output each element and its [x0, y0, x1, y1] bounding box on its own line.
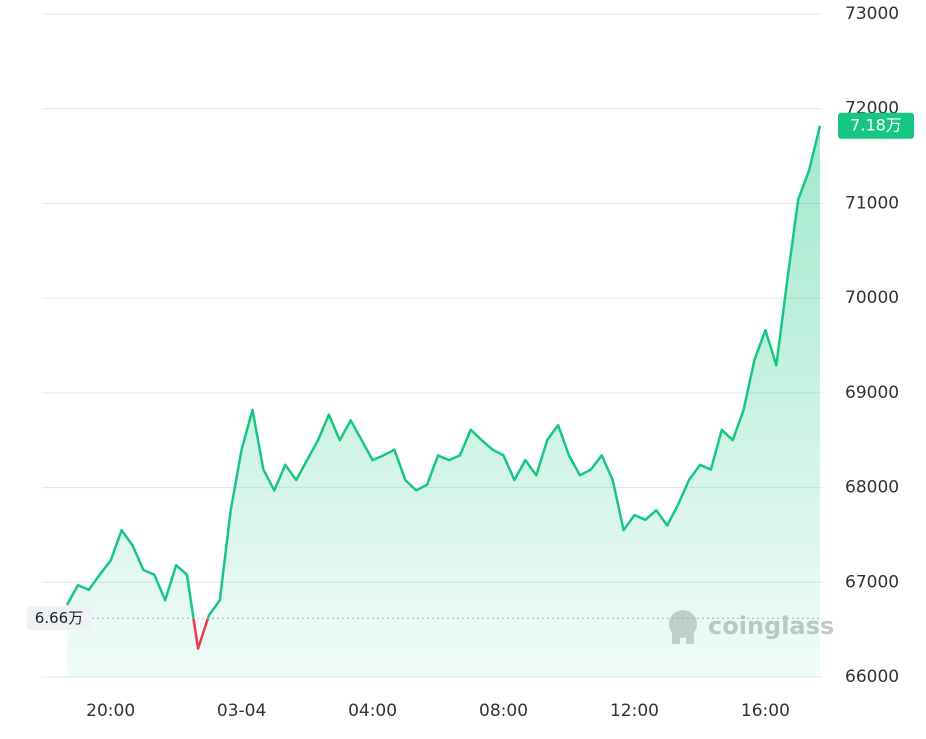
x-tick-label: 03-04 [217, 701, 266, 721]
y-tick-label: 73000 [845, 4, 899, 24]
y-tick-label: 71000 [845, 193, 899, 213]
y-tick-label: 70000 [845, 288, 899, 308]
x-tick-label: 12:00 [610, 701, 659, 721]
y-tick-label: 67000 [845, 572, 899, 592]
x-tick-label: 04:00 [348, 701, 397, 721]
area [67, 125, 820, 678]
x-tick-label: 20:00 [86, 701, 135, 721]
y-tick-label: 68000 [845, 478, 899, 498]
x-tick-label: 08:00 [479, 701, 528, 721]
y-tick-label: 66000 [845, 667, 899, 687]
y-tick-label: 69000 [845, 383, 899, 403]
x-tick-label: 16:00 [741, 701, 790, 721]
reference-label: 6.66万 [35, 609, 83, 627]
current-price-label: 7.18万 [850, 115, 902, 134]
reference-label-box [27, 606, 91, 631]
price-line [65, 125, 822, 650]
current-price-box [838, 112, 914, 139]
